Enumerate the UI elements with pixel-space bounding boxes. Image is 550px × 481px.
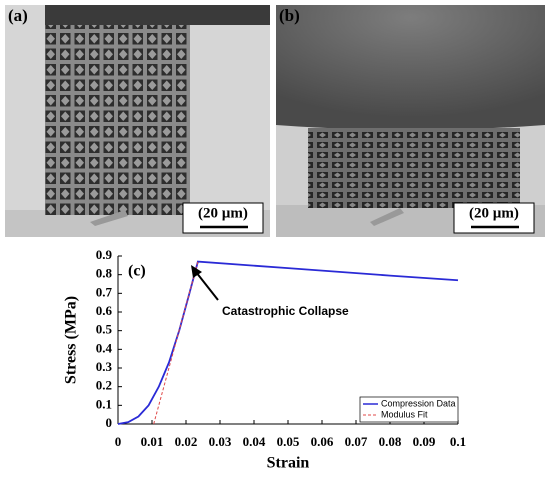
y-tick-label: 0.5 <box>96 322 113 337</box>
x-tick-label: 0.06 <box>311 434 334 449</box>
x-tick-label: 0.03 <box>209 434 232 449</box>
legend-label: Modulus Fit <box>381 409 428 419</box>
scale-bar-label: (20 µm) <box>198 205 248 221</box>
y-tick-label: 0.9 <box>96 247 113 262</box>
y-tick-label: 0.2 <box>96 378 112 393</box>
sem-image-b <box>276 5 545 237</box>
series-line <box>117 260 459 425</box>
y-tick-label: 0.3 <box>96 359 113 374</box>
x-tick-label: 0.01 <box>141 434 164 449</box>
x-axis-label: Strain <box>267 455 310 472</box>
y-axis-label: Stress (MPa) <box>63 296 80 384</box>
sem-image-a <box>5 5 270 237</box>
panel-label: (a) <box>8 6 28 25</box>
x-tick-label: 0.1 <box>450 434 466 449</box>
panel-label: (b) <box>279 6 300 25</box>
y-tick-label: 0.7 <box>96 284 113 299</box>
annotation: Catastrophic Collapse <box>222 304 349 318</box>
x-tick-label: 0 <box>115 434 122 449</box>
x-tick-label: 0.08 <box>379 434 402 449</box>
x-tick-label: 0.04 <box>243 434 266 449</box>
scale-bar-label: (20 µm) <box>469 205 519 221</box>
legend-label: Compression Data <box>381 398 456 408</box>
y-tick-label: 0.4 <box>96 340 113 355</box>
annotation-arrow <box>195 271 219 301</box>
y-tick-label: 0.6 <box>96 303 113 318</box>
x-tick-label: 0.05 <box>277 434 300 449</box>
y-tick-label: 0 <box>106 415 113 430</box>
legend-box <box>359 396 459 423</box>
x-tick-label: 0.09 <box>413 434 436 449</box>
y-tick-label: 0.1 <box>96 396 112 411</box>
x-tick-label: 0.07 <box>345 434 368 449</box>
x-tick-label: 0.02 <box>175 434 198 449</box>
series-line <box>153 261 199 425</box>
arrow-head <box>191 265 202 278</box>
chart-label: (c) <box>128 263 146 280</box>
y-tick-label: 0.8 <box>96 266 113 281</box>
